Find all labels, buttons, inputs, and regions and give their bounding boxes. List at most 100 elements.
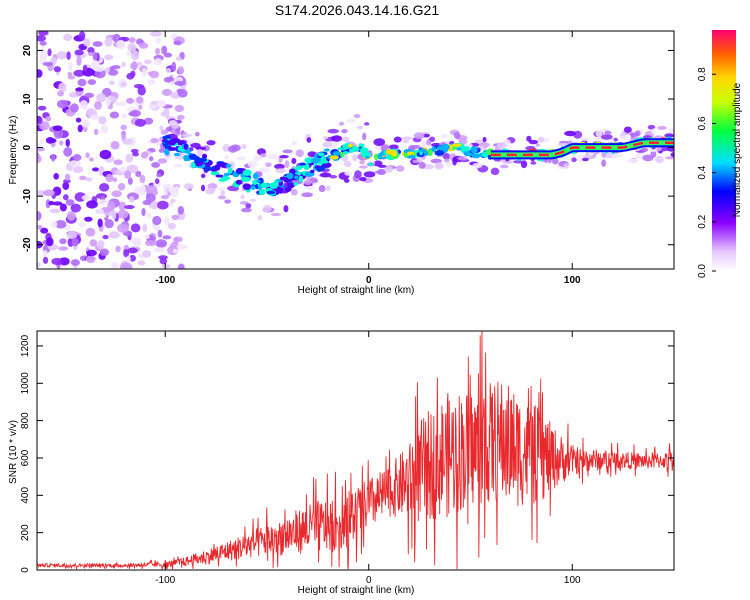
spectral-blob — [105, 173, 114, 183]
spectral-blob — [621, 136, 630, 140]
ridge-point — [418, 148, 427, 153]
ridge-point — [377, 152, 383, 160]
spectral-blob — [155, 37, 161, 44]
spectral-blob — [72, 154, 82, 162]
ridge-point — [286, 172, 294, 180]
ridge-point — [329, 155, 339, 160]
spectral-blob — [68, 61, 73, 72]
spectral-blob — [119, 166, 127, 174]
spectral-blob — [139, 174, 146, 184]
spectral-blob — [196, 149, 203, 157]
spectral-blob — [64, 173, 71, 181]
spectral-blob — [154, 178, 160, 185]
ridge-point — [266, 190, 276, 195]
ridge-point — [215, 174, 224, 178]
spectral-blob — [258, 167, 270, 173]
spectral-blob — [425, 139, 432, 146]
spectral-blob — [37, 69, 43, 78]
spectral-blob — [176, 244, 188, 250]
ridge-point — [471, 153, 481, 159]
spectral-blob — [142, 68, 147, 77]
ridge-point — [385, 148, 392, 155]
spectral-blob — [109, 111, 120, 119]
spectral-blob — [46, 237, 54, 247]
spectral-blob — [37, 115, 43, 125]
spectral-blob — [53, 129, 64, 139]
spectral-blob — [359, 176, 367, 182]
spectral-blob — [126, 50, 131, 57]
spectral-blob — [75, 87, 84, 92]
spectral-blob — [453, 132, 461, 139]
ridge-point — [163, 148, 170, 156]
colorbar-tick-label: 0.0 — [697, 264, 708, 278]
spectral-blob — [167, 222, 176, 230]
spectral-blob — [37, 34, 47, 42]
ridge-point — [167, 147, 178, 151]
spectral-blob — [76, 55, 82, 66]
spectral-blob — [116, 39, 126, 50]
spectral-blob — [150, 137, 159, 144]
chart-title: S174.2026.043.14.16.G21 — [275, 2, 439, 18]
spectral-blob — [39, 139, 44, 145]
spectral-blob — [457, 156, 468, 161]
spectral-blob — [104, 54, 114, 61]
spectral-blob — [282, 149, 293, 154]
spectral-blob — [173, 237, 179, 245]
spectral-blob — [156, 101, 167, 108]
spectral-blob — [157, 229, 163, 238]
spectral-blob — [140, 151, 149, 159]
spectral-blob — [445, 161, 452, 167]
spectral-blob — [160, 129, 169, 135]
spectral-blob — [206, 140, 216, 146]
spectral-blob — [121, 36, 130, 42]
spectral-blob — [430, 158, 442, 164]
spectral-blob — [45, 116, 52, 122]
snr-x-label: Height of straight line (km) — [298, 585, 415, 596]
spectral-blob — [91, 60, 100, 69]
spectral-blob — [70, 103, 79, 113]
spectral-blob — [74, 49, 84, 56]
y-tick-label: 1000 — [20, 372, 31, 395]
spectral-blob — [65, 138, 70, 147]
ridge-point — [273, 180, 278, 186]
spectral-blob — [48, 200, 55, 206]
spectral-blob — [195, 131, 200, 137]
spectral-blob — [63, 147, 73, 157]
spectral-blob — [107, 69, 119, 76]
ridge-point — [324, 148, 330, 152]
spectral-blob — [642, 154, 654, 162]
spectral-blob — [279, 154, 289, 159]
spectral-blob — [353, 113, 361, 119]
ridge-point — [368, 162, 374, 166]
spectral-blob — [70, 259, 80, 266]
spectral-blob — [37, 154, 42, 164]
spectral-blob — [222, 144, 230, 152]
spectral-blob — [373, 160, 383, 167]
ridge-point — [293, 182, 298, 186]
ridge-point — [188, 153, 198, 160]
spectral-blob — [123, 249, 130, 258]
spectral-blob — [338, 121, 345, 126]
spectral-blob — [97, 199, 108, 205]
ridge-point — [199, 157, 208, 163]
spectrogram-x-label: Height of straight line (km) — [298, 285, 415, 296]
spectral-blob — [56, 99, 69, 109]
spectral-blob — [434, 162, 444, 170]
spectral-blob — [657, 147, 663, 151]
spectral-blob — [85, 255, 96, 264]
spectral-blob — [259, 153, 267, 158]
ridge-point — [348, 143, 353, 148]
ridge-point — [431, 146, 437, 153]
spectral-blob — [100, 124, 109, 134]
ridge-band-mid — [490, 140, 674, 158]
ridge-point — [358, 143, 365, 148]
ridge-point — [406, 155, 416, 159]
spectral-blob — [85, 227, 96, 237]
spectral-blob — [301, 192, 313, 198]
spectral-blob — [657, 125, 667, 131]
spectral-blob — [170, 198, 176, 204]
spectral-blob — [43, 189, 55, 197]
spectral-blob — [318, 184, 326, 193]
